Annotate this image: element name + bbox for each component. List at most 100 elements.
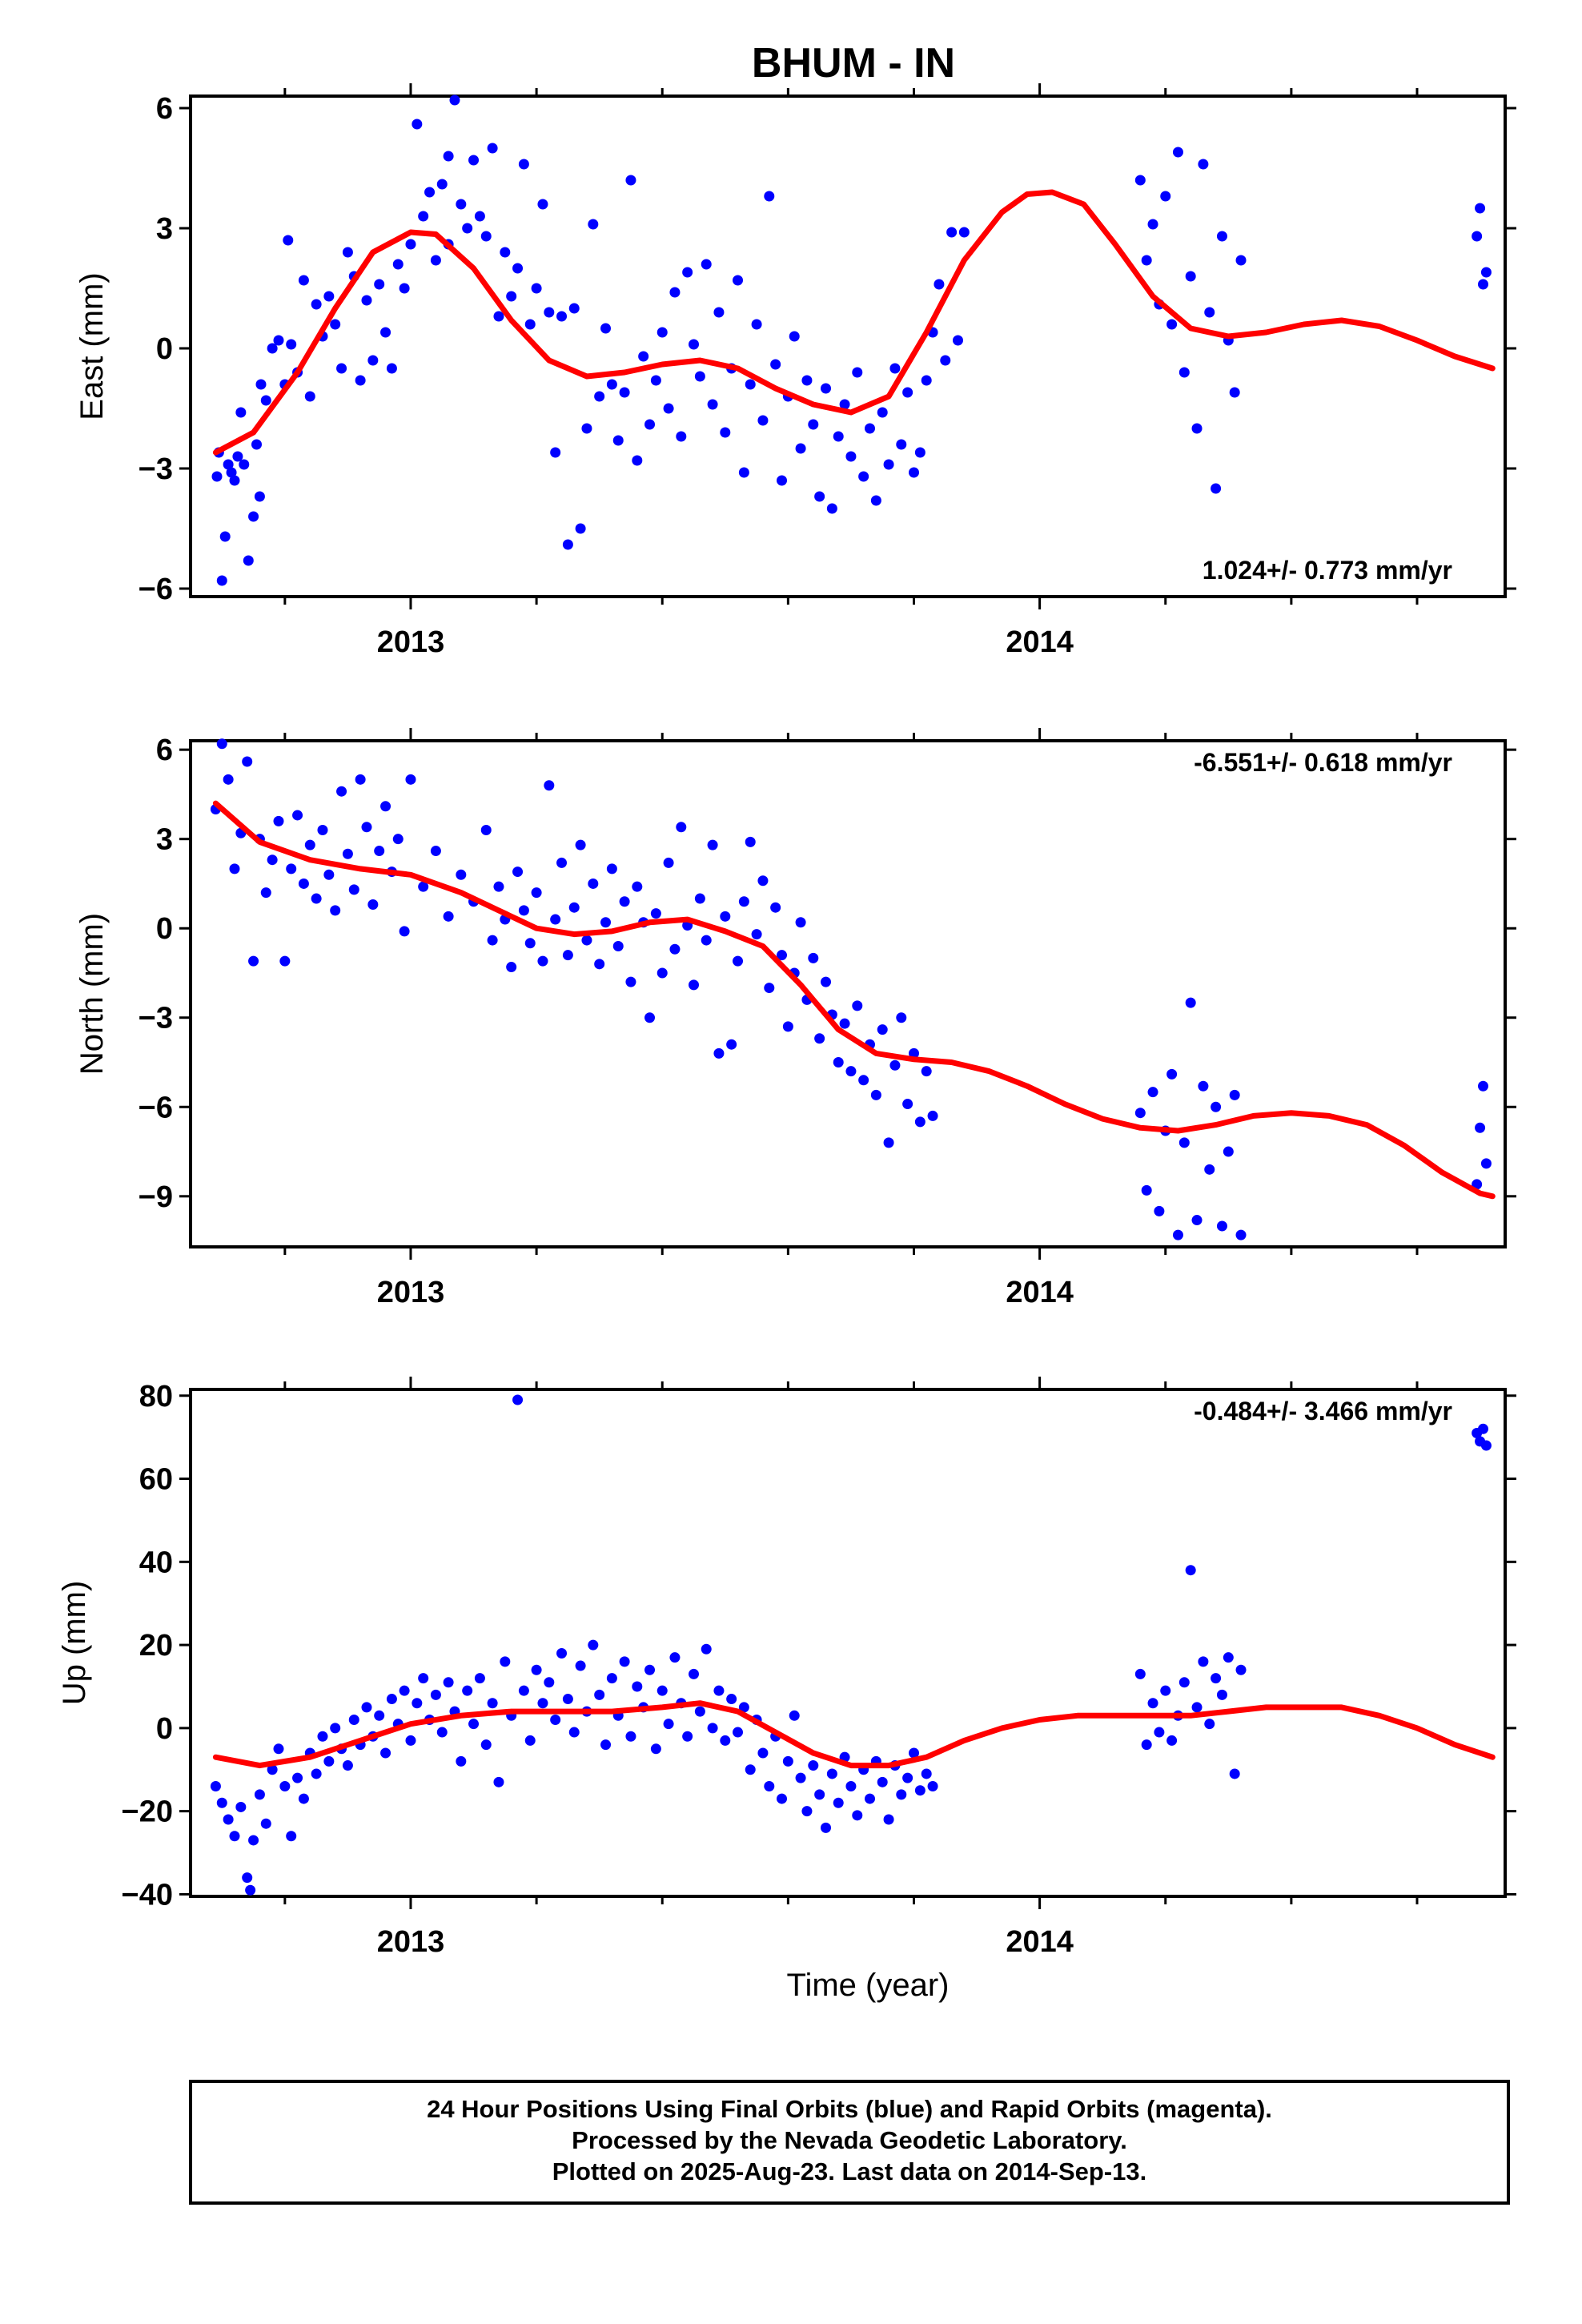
- up-data-point: [764, 1781, 775, 1792]
- east-data-point: [556, 311, 568, 322]
- north-data-point: [1229, 1089, 1240, 1100]
- footer-line-2: Processed by the Nevada Geodetic Laborat…: [572, 2126, 1127, 2154]
- north-data-point: [506, 962, 517, 973]
- up-data-point: [537, 1698, 548, 1709]
- north-data-point: [883, 1137, 894, 1148]
- north-data-point: [1216, 1220, 1227, 1232]
- up-data-point: [1216, 1689, 1227, 1700]
- north-data-point: [242, 756, 253, 767]
- north-data-point: [1178, 1137, 1190, 1148]
- east-data-point: [216, 575, 227, 586]
- up-data-point: [757, 1747, 769, 1759]
- north-data-point: [273, 815, 284, 826]
- up-data-point: [726, 1694, 737, 1705]
- north-data-point: [279, 955, 291, 967]
- up-data-point: [1478, 1423, 1489, 1434]
- up-data-point: [518, 1685, 529, 1696]
- east-data-point: [487, 143, 498, 154]
- north-data-point: [738, 896, 749, 907]
- east-fit-curve: [212, 189, 1496, 456]
- north-data-point: [896, 1012, 907, 1023]
- up-plot-frame: [189, 1388, 1507, 1898]
- east-ytick-label: 3: [156, 212, 173, 246]
- north-plot-frame: [189, 739, 1507, 1248]
- east-data-point: [921, 375, 932, 386]
- up-data-point: [864, 1793, 875, 1804]
- east-data-point: [745, 379, 756, 390]
- north-data-point: [1134, 1108, 1146, 1119]
- east-data-point: [392, 259, 404, 270]
- east-data-point: [267, 343, 278, 354]
- north-data-point: [556, 857, 568, 868]
- north-data-point: [1147, 1087, 1158, 1098]
- east-data-point: [304, 391, 315, 402]
- north-data-point: [656, 967, 668, 979]
- east-data-point: [738, 467, 749, 478]
- north-data-point: [544, 780, 555, 791]
- up-data-point: [380, 1747, 391, 1759]
- east-data-point: [650, 375, 661, 386]
- north-xtick-label: 2013: [377, 1276, 445, 1309]
- north-data-point: [726, 1039, 737, 1050]
- north-data-point: [795, 917, 806, 928]
- footer-box: [189, 2080, 1510, 2205]
- north-data-point: [782, 1021, 793, 1032]
- north-data-point: [713, 1047, 725, 1059]
- north-ytick-label: 6: [156, 734, 173, 767]
- up-data-point: [575, 1660, 586, 1671]
- north-data-point: [260, 887, 271, 899]
- east-data-point: [877, 407, 888, 418]
- east-data-point: [839, 399, 850, 410]
- up-data-point: [588, 1639, 599, 1651]
- north-data-point: [1185, 997, 1196, 1008]
- east-data-point: [1475, 203, 1486, 214]
- north-data-point: [1191, 1215, 1203, 1226]
- up-data-point: [524, 1735, 536, 1746]
- north-data-point: [229, 863, 240, 875]
- east-data-point: [568, 303, 580, 314]
- up-ytick-label: 0: [156, 1712, 173, 1746]
- east-data-point: [1185, 271, 1196, 282]
- east-data-point: [1160, 191, 1171, 202]
- east-data-point: [480, 231, 492, 242]
- east-data-point: [770, 359, 781, 370]
- east-data-point: [531, 283, 542, 294]
- up-data-point: [669, 1652, 681, 1663]
- up-data-point: [311, 1768, 322, 1779]
- east-data-point: [462, 223, 473, 234]
- up-data-point: [1185, 1565, 1196, 1576]
- east-data-point: [286, 339, 297, 350]
- north-data-point: [625, 976, 636, 987]
- up-data-point: [632, 1681, 643, 1692]
- north-data-point: [1166, 1068, 1178, 1080]
- up-data-point: [292, 1772, 303, 1783]
- north-panel: −9 −6 −3 0 3 6 2013 2014 North (mm) -6.551+/- 0.6…: [74, 728, 1516, 1309]
- up-data-point: [713, 1685, 725, 1696]
- east-data-point: [870, 495, 881, 506]
- north-data-point: [487, 935, 498, 946]
- up-data-point: [808, 1760, 819, 1771]
- up-data-point: [689, 1668, 700, 1679]
- north-data-point: [537, 955, 548, 967]
- east-data-point: [219, 531, 231, 542]
- up-data-point: [229, 1831, 240, 1842]
- east-data-point: [518, 159, 529, 170]
- up-data-point: [1178, 1677, 1190, 1688]
- north-ytick-label: 3: [156, 823, 173, 857]
- up-data-point: [418, 1673, 429, 1684]
- east-data-point: [808, 419, 819, 430]
- east-data-point: [694, 371, 705, 382]
- up-data-point: [694, 1706, 705, 1717]
- up-data-point: [914, 1785, 926, 1796]
- north-data-point: [676, 822, 687, 833]
- north-data-point: [777, 950, 788, 961]
- footer-line-3: Plotted on 2025-Aug-23. Last data on 201…: [552, 2157, 1146, 2185]
- up-data-point: [682, 1731, 693, 1742]
- east-data-point: [226, 467, 237, 478]
- north-data-point: [317, 825, 328, 836]
- up-data-point: [738, 1702, 749, 1713]
- east-data-point: [330, 319, 341, 330]
- up-data-point: [877, 1776, 888, 1787]
- east-data-point: [826, 503, 837, 514]
- east-data-point: [934, 279, 945, 290]
